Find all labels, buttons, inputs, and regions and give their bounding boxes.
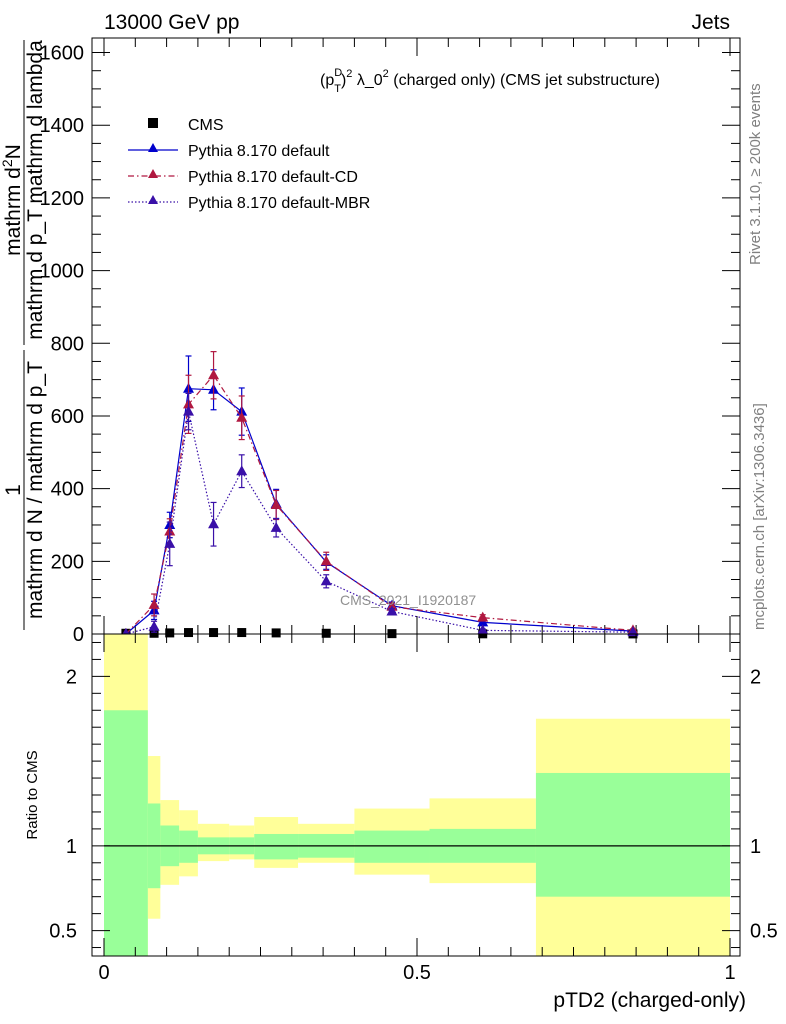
cms-point [165,628,175,638]
ratio-axis-ticks: 0.5 0.5 1 1 2 2 0 0.5 1 [49,634,778,984]
ratio-y-tick-label-right: 0.5 [750,921,778,943]
mbr-point [183,405,195,416]
ratio-inner-band-bin [354,830,430,863]
legend-label-default: Pythia 8.170 default [188,143,330,160]
x-tick-label: 0.5 [403,962,431,984]
ratio-y-label: Ratio to CMS [24,750,41,839]
series-mbr [120,392,639,638]
main-y-tick-label: 800 [51,333,84,355]
watermark: CMS_2021_I1920187 [340,592,476,608]
ratio-y-tick-label: 0.5 [49,921,77,943]
legend-label-cd: Pythia 8.170 default-CD [188,169,358,186]
main-y-tick-label: 0 [73,624,84,646]
cd-point [236,411,248,422]
main-y-tick-label: 1200 [40,188,85,210]
cd-point [320,555,332,566]
ratio-inner-band-bin [254,833,299,860]
main-axis-ticks: 0 200 400 600 800 1000 1200 1400 1600 [40,38,740,646]
energy-label: 13000 GeV pp [104,11,239,34]
ratio-y-tick-label-right: 2 [750,666,761,688]
ratio-bands-layer [104,634,730,956]
ratio-y-tick-label-right: 1 [750,836,761,858]
main-y-tick-label: 400 [51,479,84,501]
legend: CMS Pythia 8.170 default Pythia 8.170 de… [128,117,370,212]
cms-point [149,628,159,638]
ratio-panel: 0.5 0.5 1 1 2 2 0 0.5 1 Ratio to CMS pTD2 (charg… [24,633,778,1012]
legend-marker-cms [148,118,158,128]
main-series-layer [120,351,639,639]
cd-point [270,498,282,509]
ratio-y-tick-label: 1 [66,836,77,858]
legend-marker-cd [148,169,158,178]
cms-point [321,628,331,638]
main-y-tick-label: 1600 [40,43,85,65]
mbr-point [236,465,248,476]
x-tick-label: 0 [98,962,109,984]
ratio-inner-band-bin [104,710,148,956]
y-label-numerator: mathrm d2N [0,144,25,256]
mbr-line [125,411,633,635]
cd-point [477,611,489,622]
ratio-inner-band-bin [179,830,198,863]
mbr-point [477,624,489,635]
chart-title: (pD T)2 λ_02 (charged only) (CMS jet subs… [320,67,660,95]
main-panel: 0 200 400 600 800 1000 1200 1400 1600 (pD T)2 λ_0… [0,37,741,646]
main-y-axis-label: 1 mathrm d N / mathrm d p_T mathrm d2N m… [0,40,47,630]
mbr-point [208,518,220,529]
cd-point [148,598,160,609]
legend-marker-default [148,143,158,152]
cd-point [208,369,220,380]
mbr-point [270,521,282,532]
ratio-frame [91,633,741,957]
y-label-denominator: mathrm d p_T mathrm d lambda [24,40,47,340]
y-label-prefix-denominator: mathrm d N / mathrm d p_T [24,361,47,619]
main-y-tick-label: 200 [51,551,84,573]
x-tick-label: 1 [724,962,735,984]
legend-label-cms: CMS [188,117,224,134]
cms-point [184,628,194,638]
cms-point [271,628,281,638]
mcplots-label: mcplots.cern.ch [arXiv:1306.3436] [751,403,768,630]
category-label: Jets [691,11,730,34]
series-cms [121,628,638,639]
ratio-inner-band-bin [535,772,730,897]
legend-marker-mbr [148,195,158,204]
mbr-point [320,575,332,586]
ratio-y-tick-label: 2 [66,666,77,688]
mbr-point [164,537,176,548]
mbr-point [386,605,398,616]
main-y-tick-label: 1000 [40,261,85,283]
main-y-tick-label: 600 [51,406,84,428]
main-y-tick-label: 1400 [40,115,85,137]
mbr-point [148,620,160,631]
x-axis-label: pTD2 (charged-only) [553,989,746,1012]
cms-point [209,628,219,638]
y-label-prefix-numerator: 1 [2,484,25,496]
legend-label-mbr: Pythia 8.170 default-MBR [188,195,370,212]
rivet-label: Rivet 3.1.10, ≥ 200k events [747,83,764,265]
cms-point [237,628,247,638]
